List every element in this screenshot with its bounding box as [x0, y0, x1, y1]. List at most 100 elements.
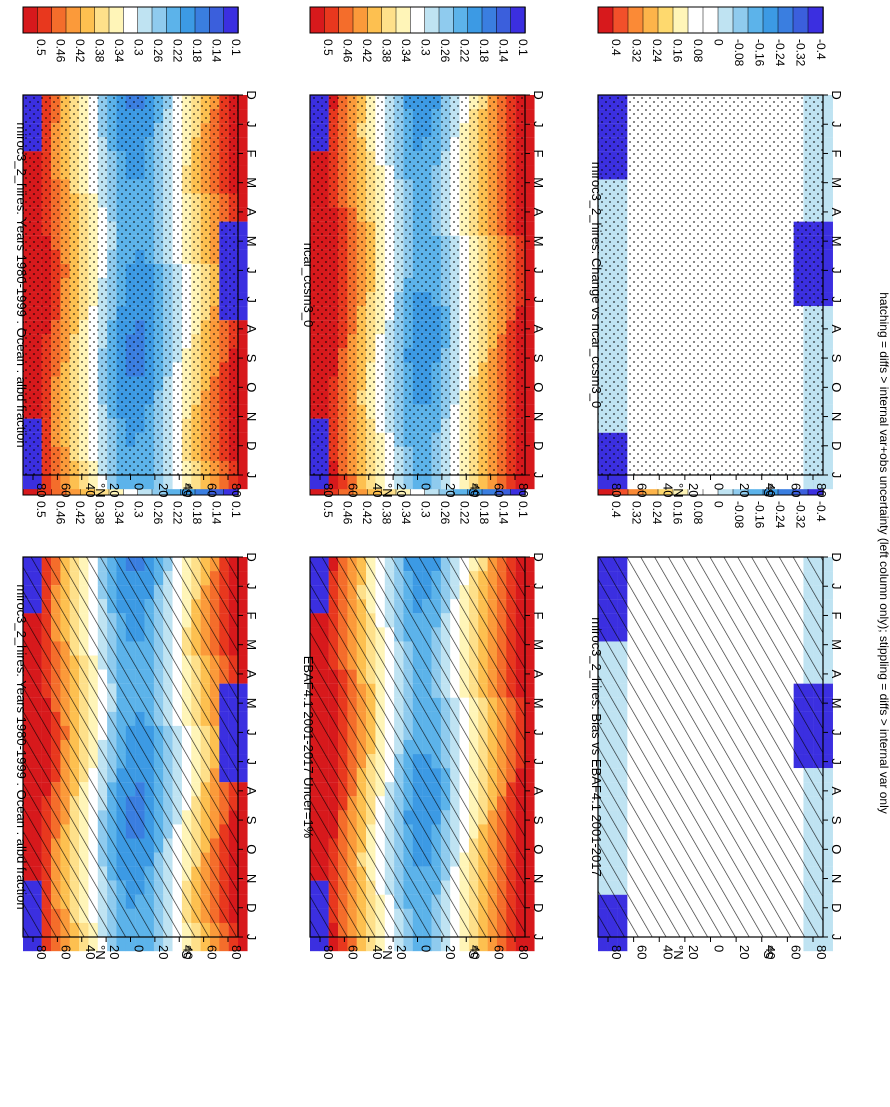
- heatmap-cell: [51, 937, 61, 952]
- heatmap-cell: [496, 937, 507, 952]
- hemisphere-label: °S: [179, 945, 194, 959]
- month-tick-label: M: [244, 236, 259, 247]
- heatmap-cell: [422, 937, 432, 952]
- heatmap-cell: [144, 937, 155, 952]
- colorbar-label: 0.38: [93, 39, 107, 63]
- heatmap-cell: [823, 838, 833, 853]
- panel-right-bottom: 80 60 40 20 0 20 40 60 80 °N °S D J F M A M J J A S O N D Jmiroc…: [589, 6, 844, 498]
- month-tick-label: S: [829, 816, 844, 825]
- heatmap-cell: [823, 669, 833, 684]
- heatmap-cell: [823, 432, 833, 447]
- heatmap-cell: [525, 824, 535, 839]
- month-tick-label: M: [829, 639, 844, 650]
- colorbar-swatch: [166, 6, 182, 34]
- heatmap-cell: [394, 937, 404, 952]
- colorbar-swatch: [762, 6, 779, 34]
- month-tick-label: N: [829, 412, 844, 421]
- heatmap-cell: [60, 475, 70, 490]
- colorbar-label: 0.22: [458, 39, 472, 63]
- lat-tick-label: 20: [394, 945, 409, 959]
- colorbar-label: 0.32: [630, 501, 644, 525]
- heatmap-cell: [310, 475, 320, 490]
- heatmap-cell: [238, 838, 248, 853]
- heatmap-cell: [356, 937, 367, 952]
- colorbar-swatch: [194, 6, 211, 34]
- colorbar-label: 0.42: [73, 501, 87, 525]
- heatmap-cell: [803, 475, 814, 490]
- month-tick-label: J: [244, 121, 259, 128]
- heatmap-cell: [637, 475, 648, 490]
- heatmap-cell: [715, 937, 726, 952]
- heatmap-cell: [238, 362, 248, 377]
- colorbar-label: 0.34: [399, 501, 413, 525]
- heatmap-cell: [823, 151, 833, 166]
- heatmap-cell: [823, 796, 833, 811]
- heatmap-cell: [823, 179, 833, 194]
- hemisphere-label: °N: [93, 483, 108, 498]
- month-tick-label: J: [829, 729, 844, 736]
- heatmap-cell: [496, 475, 507, 490]
- heatmap-cell: [238, 782, 248, 797]
- heatmap-cell: [403, 937, 414, 952]
- hemisphere-label: °N: [671, 483, 686, 498]
- heatmap-cell: [646, 937, 657, 952]
- colorbar-swatch: [732, 6, 749, 34]
- month-tick-label: J: [531, 758, 546, 765]
- heatmap-cell: [487, 475, 498, 490]
- heatmap-cell: [823, 235, 833, 250]
- heatmap-cell: [525, 207, 535, 222]
- heatmap-cell: [69, 475, 80, 490]
- month-tick-label: J: [829, 267, 844, 274]
- heatmap-cell: [525, 739, 535, 755]
- hemisphere-label: °S: [761, 483, 776, 497]
- lat-tick-label: 20: [737, 483, 752, 497]
- heatmap-cell: [823, 894, 833, 909]
- heatmap-cell: [238, 711, 248, 726]
- stippling-overlay: [23, 95, 238, 475]
- lat-tick-label: 60: [205, 945, 220, 959]
- heatmap-cell: [823, 193, 833, 208]
- heatmap-cell: [32, 475, 42, 490]
- heatmap-cell: [617, 937, 628, 952]
- colorbar-swatch: [324, 6, 340, 34]
- lat-tick-label: 20: [394, 483, 409, 497]
- heatmap-cell: [403, 475, 414, 490]
- colorbar-swatch: [510, 6, 526, 34]
- heatmap-cell: [238, 404, 248, 419]
- lat-tick-label: 80: [229, 945, 244, 959]
- heatmap-cell: [238, 866, 248, 881]
- heatmap-cell: [366, 937, 376, 952]
- heatmap-cell: [525, 460, 535, 476]
- heatmap-cell: [823, 866, 833, 881]
- heatmap-cell: [200, 475, 211, 490]
- month-tick-label: D: [829, 903, 844, 912]
- heatmap-cell: [394, 475, 404, 490]
- heatmap-cell: [238, 796, 248, 811]
- lat-tick-label: 60: [788, 945, 803, 959]
- month-tick-label: A: [531, 325, 546, 334]
- heatmap-cell: [107, 475, 117, 490]
- heatmap-cell: [525, 810, 535, 825]
- heatmap-cell: [607, 937, 618, 952]
- heatmap-cell: [823, 348, 833, 363]
- heatmap-cell: [209, 937, 220, 952]
- month-tick-label: D: [829, 552, 844, 561]
- heatmap-cell: [238, 768, 248, 783]
- heatmap-cell: [525, 880, 535, 895]
- heatmap-cell: [384, 937, 395, 952]
- colorbar-swatch: [65, 6, 82, 34]
- lat-tick-label: 40: [370, 483, 385, 497]
- heatmap-cell: [209, 475, 220, 490]
- heatmap-cell: [803, 937, 814, 952]
- heatmap-cell: [754, 475, 765, 490]
- month-tick-label: N: [244, 874, 259, 883]
- heatmap-cell: [764, 937, 775, 952]
- heatmap-cell: [525, 95, 535, 110]
- heatmap-cell: [525, 249, 535, 264]
- heatmap-cell: [525, 711, 535, 726]
- colorbar-swatch: [438, 6, 455, 34]
- colorbar-label: -0.32: [794, 39, 808, 67]
- lat-tick-label: 80: [814, 483, 829, 497]
- colorbar-swatch: [702, 6, 719, 34]
- colorbar-label: 0.3: [132, 501, 146, 518]
